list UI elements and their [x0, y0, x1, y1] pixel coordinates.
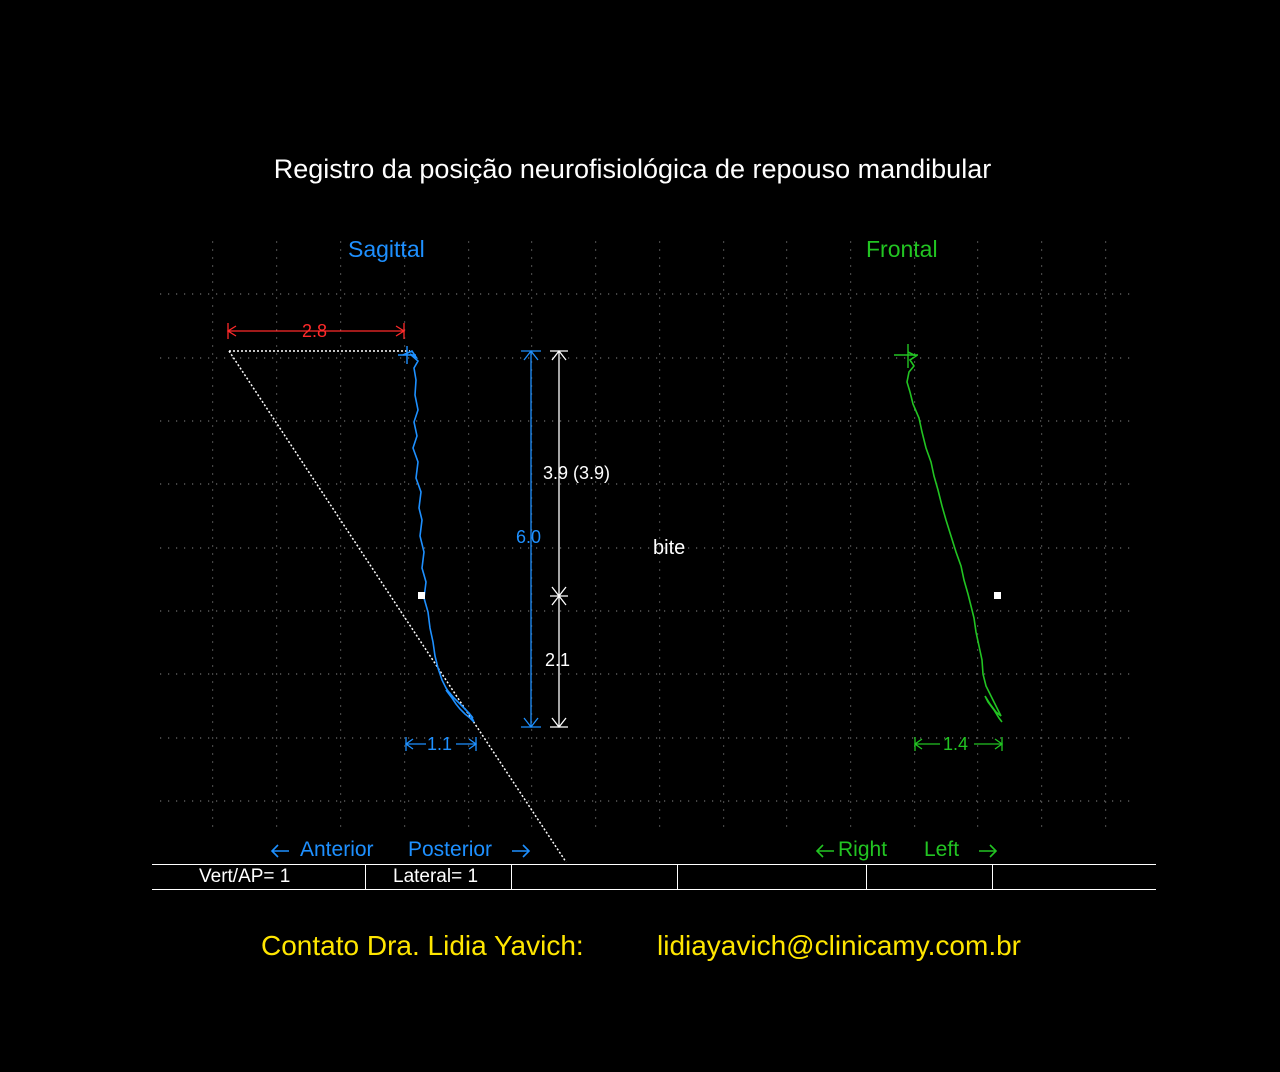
arrow-right-icon	[512, 844, 531, 858]
sagittal-total-dimension	[521, 349, 541, 729]
direction-left: Left	[924, 838, 960, 861]
status-cell-4	[678, 865, 867, 889]
grid-dots	[160, 241, 1130, 827]
arrow-right-icon	[979, 844, 998, 858]
direction-right: Right	[838, 838, 888, 861]
contact-email[interactable]: lidiayavich@clinicamy.com.br	[657, 930, 1021, 961]
status-cell-6	[993, 865, 1156, 889]
sagittal-lower-label: 2.1	[545, 650, 571, 670]
direction-anterior: Anterior	[300, 838, 374, 861]
status-cell-5	[867, 865, 993, 889]
sagittal-slope-guide	[228, 350, 567, 863]
sagittal-trace	[402, 349, 475, 723]
sagittal-spread-marker	[404, 737, 478, 751]
sagittal-title: Sagittal	[348, 236, 425, 262]
direction-posterior: Posterior	[408, 838, 493, 861]
sagittal-reference-point	[418, 592, 425, 599]
contact-label: Contato Dra. Lidia Yavich:	[261, 930, 584, 961]
sagittal-total-label: 6.0	[516, 527, 542, 547]
sagittal-start-cross	[398, 346, 416, 364]
sagittal-split-dimension	[550, 349, 568, 729]
sagittal-width-marker	[226, 323, 406, 339]
sagittal-width-label: 2.8	[302, 321, 328, 341]
arrow-left-icon	[815, 844, 834, 858]
frontal-start-cross	[894, 344, 918, 368]
dot-grid	[160, 241, 1130, 827]
frontal-title: Frontal	[866, 236, 938, 262]
frontal-spread-marker	[913, 737, 1004, 751]
frontal-trace	[906, 351, 1003, 723]
status-cell-3	[512, 865, 678, 889]
status-cell-vert-ap: Vert/AP= 1	[152, 865, 366, 889]
status-bar: Vert/AP= 1 Lateral= 1	[152, 864, 1156, 890]
page-title: Registro da posição neurofisiológica de …	[273, 154, 992, 184]
sagittal-spread-label: 1.1	[427, 734, 453, 754]
sagittal-upper-label: 3.9 (3.9)	[543, 463, 611, 483]
status-cell-lateral: Lateral= 1	[366, 865, 512, 889]
frontal-spread-label: 1.4	[943, 734, 969, 754]
bite-label: bite	[653, 537, 686, 559]
arrow-left-icon	[270, 844, 289, 858]
frontal-reference-point	[994, 592, 1001, 599]
